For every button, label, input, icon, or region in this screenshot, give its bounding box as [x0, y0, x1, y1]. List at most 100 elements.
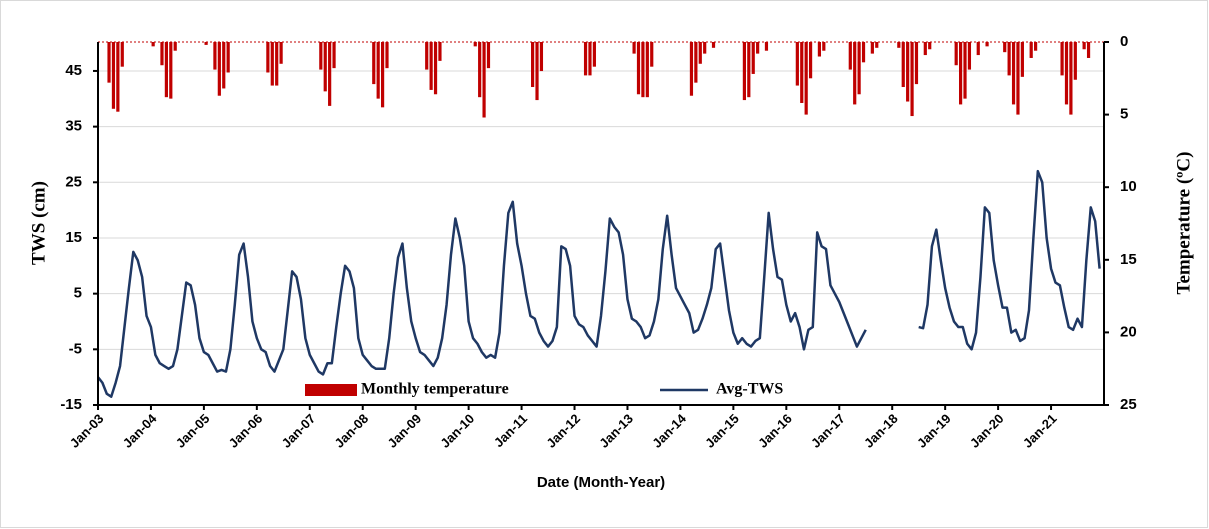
temperature-bar [482, 42, 486, 118]
temperature-bar [641, 42, 645, 98]
temperature-bar [164, 42, 168, 98]
temperature-bar [385, 42, 389, 69]
y-axis-title: TWS (cm) [28, 181, 49, 265]
temperature-bar [751, 42, 755, 74]
temperature-bar [689, 42, 694, 96]
temperature-bar [901, 42, 905, 88]
temperature-bar [928, 42, 932, 50]
temperature-bar [967, 42, 972, 70]
temperature-bar [151, 42, 155, 47]
temperature-bar [1020, 42, 1024, 77]
temperature-bar [857, 42, 861, 95]
temperature-bar [1007, 42, 1011, 76]
y2-tick-label: 10 [1120, 178, 1137, 195]
y2-tick-label: 25 [1120, 396, 1137, 413]
temperature-bar [804, 42, 808, 115]
temperature-bar [1011, 42, 1016, 105]
temperature-bar [425, 42, 429, 70]
temperature-bar [808, 42, 813, 79]
temperature-bar [954, 42, 958, 66]
temperature-bar [323, 42, 327, 92]
temperature-bar [169, 42, 173, 99]
temperature-bar [747, 42, 751, 98]
tws-line [97, 169, 1101, 398]
temperature-bar [372, 42, 376, 85]
temperature-bar [875, 42, 879, 48]
temperature-bar [1073, 42, 1077, 80]
temperature-bar [1082, 42, 1086, 50]
temperature-bar [985, 42, 989, 47]
temperature-bar [213, 42, 217, 70]
temperature-bar [279, 42, 283, 64]
temperature-bar [438, 42, 442, 61]
temperature-bar [1064, 42, 1069, 105]
temperature-bar [160, 42, 164, 66]
temperature-bar [848, 42, 852, 70]
temperature-bar [107, 42, 111, 83]
y-tick-label: -5 [69, 340, 82, 357]
temperature-bar [800, 42, 804, 103]
temperature-bar [120, 42, 124, 67]
y2-axis-title: Temperature (ºC) [1173, 152, 1194, 295]
temperature-bar [861, 42, 866, 63]
x-axis-title: Date (Month-Year) [537, 474, 665, 491]
y-tick-label: 15 [65, 229, 82, 246]
legend-label: Monthly temperature [361, 381, 509, 398]
temperature-bar [698, 42, 702, 64]
temperature-bar [266, 42, 270, 73]
temperature-bar [539, 42, 544, 72]
temperature-bar [217, 42, 221, 96]
temperature-bar [1003, 42, 1007, 53]
temperature-bar [588, 42, 592, 76]
temperature-bar [328, 42, 332, 106]
temperature-bar [636, 42, 641, 95]
temperature-bar [226, 42, 230, 73]
temperature-bar [853, 42, 857, 105]
temperature-bar [1016, 42, 1020, 115]
temperature-bar [319, 42, 323, 70]
temperature-bar [959, 42, 963, 105]
temperature-bar [222, 42, 226, 89]
temperature-bar [1034, 42, 1038, 51]
temperature-bar [204, 42, 208, 45]
legend-swatch [305, 384, 357, 396]
y-tick-label: 25 [65, 173, 82, 190]
temperature-bar [694, 42, 698, 83]
y-tick-label: 45 [65, 62, 82, 79]
temperature-bar [486, 42, 491, 69]
temperature-bar [870, 42, 874, 54]
legend-label: Avg-TWS [716, 381, 783, 398]
temperature-bar [531, 42, 535, 88]
temperature-bar [535, 42, 539, 101]
temperature-bar [632, 42, 636, 54]
temperature-bar [1086, 42, 1091, 58]
temperature-bar [275, 42, 279, 86]
y2-tick-label: 0 [1120, 33, 1128, 50]
temperature-bar [583, 42, 588, 76]
temperature-bar [429, 42, 433, 90]
temperature-bar [711, 42, 716, 48]
y2-tick-label: 15 [1120, 251, 1137, 268]
temperature-bar [1069, 42, 1073, 115]
temperature-bar [817, 42, 822, 57]
temperature-bar [963, 42, 967, 99]
y-tick-label: 5 [74, 285, 82, 302]
y2-tick-label: 20 [1120, 323, 1137, 340]
temperature-bar [111, 42, 116, 109]
temperature-bar [822, 42, 826, 51]
y-tick-label: 35 [65, 118, 82, 135]
y-tick-label: -15 [60, 396, 82, 413]
temperature-bar [742, 42, 746, 101]
y2-tick-label: 5 [1120, 106, 1128, 123]
temperature-bar [116, 42, 120, 112]
temperature-bar [756, 42, 760, 54]
temperature-bar [764, 42, 769, 51]
temperature-bar [1029, 42, 1033, 58]
temperature-bar [478, 42, 482, 98]
temperature-bar [923, 42, 927, 56]
temperature-bar [380, 42, 385, 108]
temperature-bar [592, 42, 596, 67]
temperature-bar [703, 42, 707, 54]
